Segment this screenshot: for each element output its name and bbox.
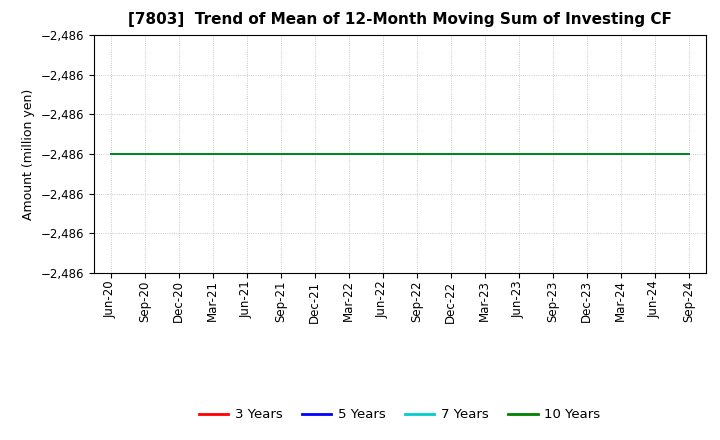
Y-axis label: Amount (million yen): Amount (million yen) (22, 88, 35, 220)
Title: [7803]  Trend of Mean of 12-Month Moving Sum of Investing CF: [7803] Trend of Mean of 12-Month Moving … (127, 12, 672, 27)
Legend: 3 Years, 5 Years, 7 Years, 10 Years: 3 Years, 5 Years, 7 Years, 10 Years (194, 403, 606, 426)
